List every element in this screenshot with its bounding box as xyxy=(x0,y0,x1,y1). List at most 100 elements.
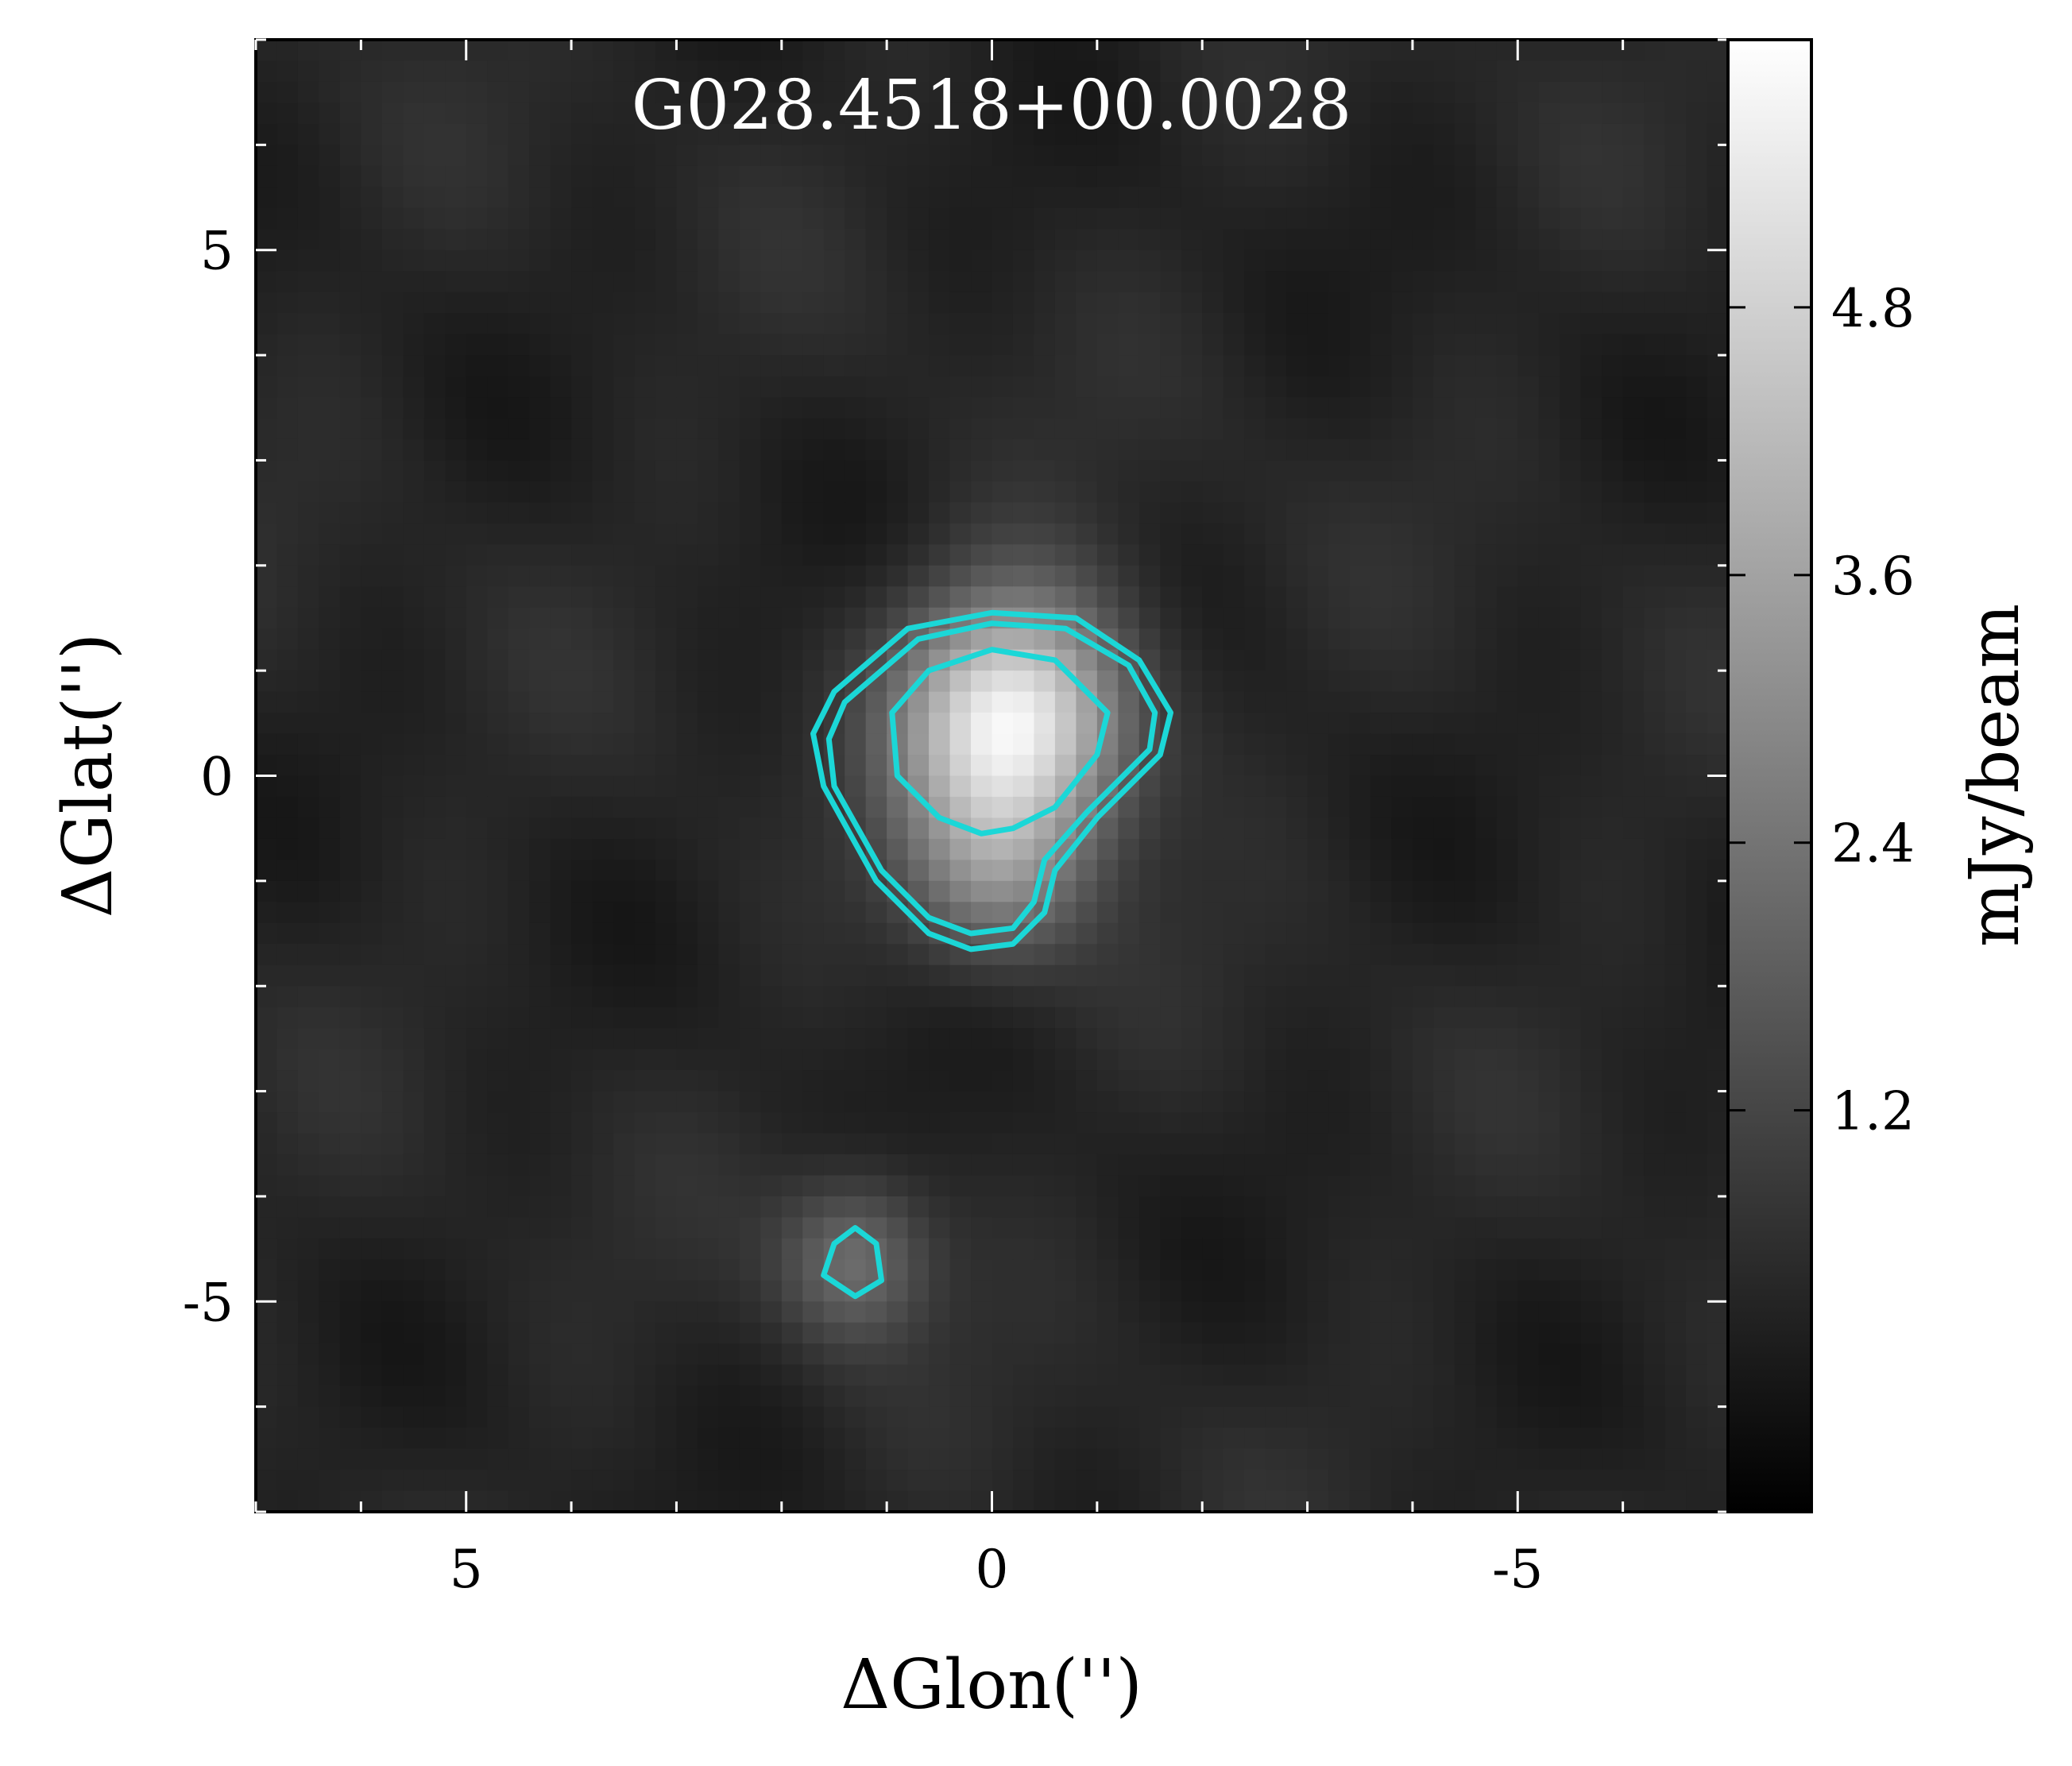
image-pixel xyxy=(1160,481,1182,503)
image-pixel xyxy=(1580,838,1602,860)
image-pixel xyxy=(1265,565,1287,587)
image-pixel xyxy=(823,944,845,966)
image-pixel xyxy=(971,81,993,104)
image-pixel xyxy=(1160,271,1182,293)
image-pixel xyxy=(1560,1406,1582,1428)
image-pixel xyxy=(1517,1322,1540,1344)
image-pixel xyxy=(381,439,404,462)
image-pixel xyxy=(508,1007,530,1029)
image-pixel xyxy=(1160,838,1182,860)
image-pixel xyxy=(1181,523,1203,545)
image-pixel xyxy=(1664,165,1687,187)
image-pixel xyxy=(1391,586,1413,609)
image-pixel xyxy=(760,1091,783,1113)
image-pixel xyxy=(718,880,740,902)
image-pixel xyxy=(760,334,783,356)
image-pixel xyxy=(361,249,383,272)
image-pixel xyxy=(1181,817,1203,840)
image-pixel xyxy=(971,229,993,251)
image-pixel xyxy=(256,607,278,629)
image-pixel xyxy=(865,544,887,566)
image-pixel xyxy=(361,376,383,398)
image-pixel xyxy=(1265,607,1287,629)
image-pixel xyxy=(423,817,446,840)
image-pixel xyxy=(1202,1343,1224,1366)
image-pixel xyxy=(1433,187,1455,209)
image-pixel xyxy=(845,1301,867,1324)
image-pixel xyxy=(1181,355,1203,377)
image-pixel xyxy=(1664,1470,1687,1492)
image-pixel xyxy=(1265,1259,1287,1281)
image-pixel xyxy=(1349,1175,1371,1197)
image-pixel xyxy=(1096,817,1119,840)
image-pixel xyxy=(1433,1343,1455,1366)
image-pixel xyxy=(1538,439,1560,462)
image-pixel xyxy=(1328,207,1351,230)
image-pixel xyxy=(1349,1238,1371,1260)
image-pixel xyxy=(697,1364,719,1386)
image-pixel xyxy=(256,713,278,735)
image-pixel xyxy=(1391,460,1413,482)
image-pixel xyxy=(992,1406,1014,1428)
image-pixel xyxy=(971,1154,993,1177)
image-pixel xyxy=(1602,165,1624,187)
image-pixel xyxy=(823,1070,845,1092)
image-pixel xyxy=(445,1196,467,1218)
image-pixel xyxy=(487,376,509,398)
image-pixel xyxy=(823,860,845,882)
image-pixel xyxy=(1054,713,1077,735)
image-pixel xyxy=(1118,481,1140,503)
image-pixel xyxy=(592,229,614,251)
image-pixel xyxy=(971,964,993,987)
image-pixel xyxy=(1454,964,1476,987)
image-pixel xyxy=(1580,439,1602,462)
image-pixel xyxy=(1244,313,1266,335)
image-pixel xyxy=(634,775,656,798)
image-pixel xyxy=(929,733,951,755)
image-pixel xyxy=(1076,944,1098,966)
image-pixel xyxy=(592,481,614,503)
image-pixel xyxy=(697,1028,719,1050)
image-pixel xyxy=(403,733,425,755)
image-pixel xyxy=(297,229,320,251)
image-pixel xyxy=(1202,313,1224,335)
image-pixel xyxy=(613,123,636,145)
image-pixel xyxy=(718,1175,740,1197)
image-pixel xyxy=(1391,207,1413,230)
image-pixel xyxy=(1538,544,1560,566)
image-pixel xyxy=(1328,986,1351,1008)
image-pixel xyxy=(865,123,887,145)
image-pixel xyxy=(1118,1322,1140,1344)
image-pixel xyxy=(1496,502,1518,524)
image-pixel xyxy=(1307,880,1329,902)
image-pixel xyxy=(907,986,930,1008)
image-pixel xyxy=(1664,1428,1687,1450)
image-pixel xyxy=(1096,1322,1119,1344)
image-pixel xyxy=(1370,1448,1393,1470)
image-pixel xyxy=(1328,145,1351,167)
image-pixel xyxy=(1412,1428,1434,1450)
image-pixel xyxy=(1370,439,1393,462)
image-pixel xyxy=(403,1343,425,1366)
image-pixel xyxy=(1686,40,1708,62)
image-pixel xyxy=(1096,607,1119,629)
image-pixel xyxy=(1707,838,1728,860)
image-pixel xyxy=(1496,313,1518,335)
image-pixel xyxy=(1707,1490,1728,1512)
image-pixel xyxy=(1054,1070,1077,1092)
image-pixel xyxy=(1686,628,1708,651)
image-pixel xyxy=(1644,1448,1666,1470)
image-pixel xyxy=(319,586,341,609)
image-pixel xyxy=(1454,1112,1476,1134)
image-pixel xyxy=(1118,1196,1140,1218)
image-pixel xyxy=(1475,102,1498,125)
image-pixel xyxy=(1202,1133,1224,1155)
image-pixel xyxy=(1602,1364,1624,1386)
image-pixel xyxy=(1686,60,1708,83)
image-pixel xyxy=(1580,502,1602,524)
image-pixel xyxy=(760,249,783,272)
image-pixel xyxy=(592,1175,614,1197)
image-pixel xyxy=(634,1448,656,1470)
image-pixel xyxy=(1286,922,1309,945)
image-pixel xyxy=(1560,670,1582,693)
